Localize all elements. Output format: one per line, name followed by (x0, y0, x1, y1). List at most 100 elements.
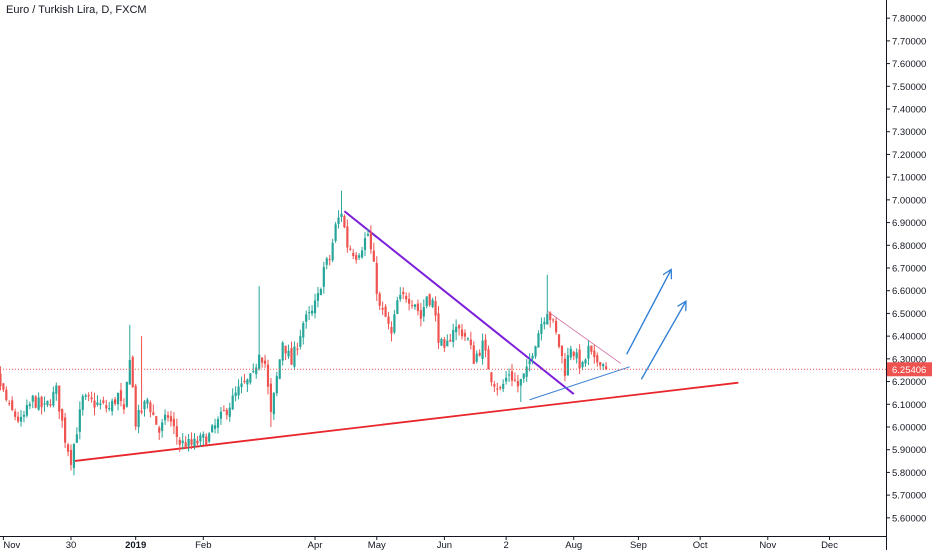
candle (25, 399, 28, 418)
candle (475, 350, 478, 364)
candle-body (231, 395, 234, 410)
candle-body (513, 379, 517, 381)
candle-body (193, 438, 196, 447)
candle (158, 425, 161, 441)
candle (484, 334, 487, 358)
candle (337, 210, 340, 229)
candle (252, 363, 255, 374)
candle (507, 368, 511, 383)
candle (255, 363, 258, 379)
price-axis[interactable]: 5.60000 5.70000 5.80000 5.90000 6.00000 6.100… (886, 0, 932, 550)
candle-body (463, 332, 467, 337)
projection-arrow-2 (640, 302, 685, 380)
candle (61, 408, 64, 428)
projection-arrow-1 (626, 270, 671, 355)
candle (222, 405, 225, 412)
candle-body (84, 395, 87, 397)
candle (5, 386, 8, 402)
candle-body (460, 329, 464, 337)
candle-body (422, 307, 425, 317)
candle (446, 334, 449, 347)
candle-body (163, 414, 167, 421)
candle (496, 382, 499, 396)
candle-body (581, 361, 584, 368)
time-tick-label: 30 (66, 540, 77, 550)
time-tick-label: Dec (821, 540, 838, 550)
candle (237, 379, 240, 400)
candle-body (66, 444, 70, 452)
candle-body (266, 364, 270, 387)
candle-body (111, 400, 114, 412)
candle (22, 410, 26, 423)
candle-body (337, 217, 340, 224)
candle (225, 408, 228, 420)
candle-body (5, 389, 8, 401)
candle (396, 296, 399, 315)
candle (202, 431, 205, 446)
candle (378, 291, 381, 311)
candle-body (205, 436, 208, 445)
candle (128, 324, 131, 385)
candle-body (228, 407, 231, 417)
candle-body (78, 409, 81, 432)
price-tick-label: 6.50000 (892, 309, 926, 320)
candle (493, 381, 496, 392)
price-tick-label: 7.00000 (892, 195, 926, 206)
candle-body (587, 345, 590, 359)
candle (416, 299, 420, 316)
candle-body (569, 348, 572, 358)
candle (593, 344, 596, 364)
candle-body (331, 242, 334, 261)
candle (343, 214, 346, 229)
candle (114, 397, 117, 406)
candle-body (134, 385, 137, 427)
candle-body (543, 321, 546, 325)
candle (428, 293, 431, 307)
candle-body (534, 346, 537, 357)
trendline-pennant_lower (529, 366, 630, 401)
candle-body (208, 433, 211, 442)
candle-body (252, 371, 255, 373)
candle (108, 401, 111, 412)
candle (155, 416, 158, 425)
candle-body (211, 425, 214, 433)
candle-body (313, 300, 317, 314)
candle-body (443, 339, 446, 348)
candle-body (343, 216, 346, 228)
candle (266, 359, 270, 395)
candle (78, 401, 81, 440)
time-axis[interactable]: Nov 30 2019 Feb Apr May Jun 2 Aug Sep Oct Nov Dec (0, 536, 886, 550)
candle-body (272, 392, 275, 415)
price-tick-label: 5.70000 (892, 491, 926, 502)
candle (358, 253, 361, 261)
candle (499, 385, 502, 391)
candle-body (408, 298, 411, 304)
candle (599, 362, 602, 370)
candle-body (199, 435, 202, 442)
candle-body (413, 304, 417, 307)
candle-body (552, 319, 555, 321)
candle-body (143, 401, 146, 410)
candle-body (355, 255, 358, 260)
candle-body (114, 399, 117, 404)
candle-body (184, 442, 187, 449)
candle (422, 299, 425, 322)
candle-body (381, 307, 384, 310)
candle (481, 333, 484, 365)
candle-body (319, 288, 322, 296)
candle (390, 321, 393, 342)
price-tick-label: 6.80000 (892, 241, 926, 252)
candle (163, 409, 167, 425)
candle-body (102, 400, 105, 403)
price-tick-label: 5.60000 (892, 513, 926, 524)
candle-body (604, 366, 608, 370)
candle-body (263, 360, 267, 364)
candle-body (299, 336, 302, 347)
price-tick-label: 5.90000 (892, 445, 926, 456)
candle (537, 330, 540, 348)
trendline-downtrend (343, 210, 575, 395)
candle (105, 399, 108, 413)
price-tick-label: 6.60000 (892, 286, 926, 297)
candle-body (237, 386, 240, 396)
